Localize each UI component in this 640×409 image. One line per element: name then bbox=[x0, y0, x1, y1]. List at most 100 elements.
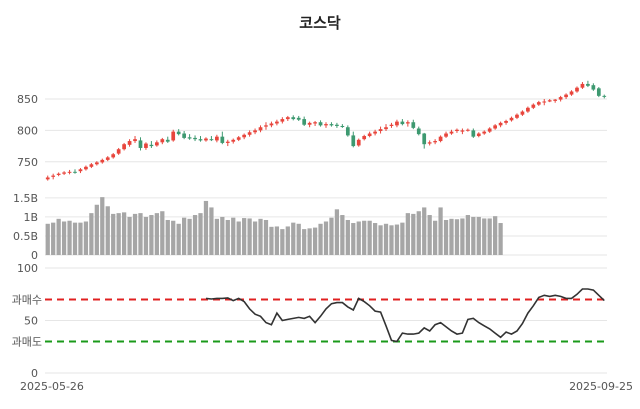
candle-body bbox=[84, 166, 88, 170]
candle-body bbox=[389, 124, 394, 126]
candle-body bbox=[444, 133, 448, 137]
candle-body bbox=[62, 172, 66, 174]
volume-bar bbox=[236, 221, 241, 255]
volume-bar bbox=[389, 225, 394, 255]
candle-body bbox=[318, 122, 323, 126]
candle-body bbox=[193, 137, 197, 140]
candle-body bbox=[45, 177, 50, 180]
candle-body bbox=[209, 139, 214, 141]
candle-body bbox=[171, 131, 176, 141]
candle-body bbox=[471, 130, 476, 137]
candle-body bbox=[427, 142, 432, 144]
candle-body bbox=[591, 85, 596, 90]
volume-bar bbox=[187, 218, 192, 255]
volume-bar bbox=[111, 213, 116, 255]
candle-body bbox=[133, 139, 137, 142]
candle-body bbox=[433, 141, 437, 143]
volume-bar bbox=[225, 219, 230, 255]
candle-body bbox=[67, 171, 72, 173]
candle-body bbox=[275, 121, 279, 124]
volume-bar bbox=[258, 218, 263, 255]
volume-bar bbox=[171, 220, 176, 255]
volume-bar bbox=[160, 211, 165, 255]
candle-body bbox=[100, 159, 105, 163]
candle-body bbox=[285, 117, 290, 120]
candle-body bbox=[395, 121, 399, 126]
candle-body bbox=[400, 121, 405, 125]
candle-body bbox=[351, 135, 356, 147]
volume-bar bbox=[61, 221, 67, 255]
candle-body bbox=[526, 107, 530, 112]
volume-bar bbox=[323, 221, 329, 255]
candle-body bbox=[187, 137, 192, 139]
candle-body bbox=[416, 128, 421, 135]
volume-bar bbox=[334, 209, 340, 255]
candle-body bbox=[253, 130, 257, 133]
candle-body bbox=[89, 164, 94, 167]
candle-body bbox=[504, 120, 508, 123]
candle-body bbox=[122, 144, 126, 150]
volume-bar bbox=[154, 213, 159, 255]
volume-bar bbox=[165, 219, 170, 255]
volume-bar bbox=[356, 221, 361, 255]
candle-body bbox=[280, 119, 285, 122]
volume-bar bbox=[449, 218, 454, 255]
volume-bar bbox=[416, 211, 421, 255]
price-tick-label: 750 bbox=[17, 156, 38, 169]
volume-bar bbox=[116, 213, 121, 255]
volume-bar bbox=[405, 213, 410, 255]
volume-bar bbox=[100, 197, 105, 255]
candle-body bbox=[313, 122, 317, 124]
volume-bar bbox=[471, 216, 476, 255]
volume-bar bbox=[422, 207, 427, 255]
candle-body bbox=[438, 136, 443, 142]
candle-body bbox=[307, 122, 312, 125]
volume-tick-label: 1.5B bbox=[13, 192, 38, 205]
candle-body bbox=[378, 129, 383, 132]
candle-body bbox=[149, 144, 154, 147]
volume-bar bbox=[372, 223, 378, 255]
volume-bar bbox=[220, 216, 225, 255]
volume-bar bbox=[383, 223, 389, 255]
volume-bar bbox=[45, 223, 50, 255]
candle-body bbox=[242, 134, 247, 138]
price-tick-label: 800 bbox=[17, 124, 38, 137]
volume-bar bbox=[121, 212, 127, 255]
candle-body bbox=[258, 127, 263, 131]
volume-bar bbox=[460, 218, 465, 255]
volume-bar bbox=[138, 213, 143, 255]
candle-body bbox=[302, 119, 307, 125]
volume-bar bbox=[432, 220, 438, 255]
volume-bar bbox=[83, 221, 89, 255]
volume-bar bbox=[427, 215, 432, 255]
volume-tick-label: 1B bbox=[23, 211, 38, 224]
candle-body bbox=[105, 157, 110, 160]
rsi-tick-label: 0 bbox=[31, 367, 38, 380]
candle-body bbox=[547, 100, 552, 102]
candle-body bbox=[493, 125, 498, 129]
volume-bar bbox=[291, 222, 296, 255]
volume-bar bbox=[476, 216, 481, 255]
volume-bar bbox=[307, 228, 312, 255]
candle-body bbox=[73, 171, 77, 173]
volume-bar bbox=[340, 215, 345, 255]
candle-body bbox=[264, 125, 268, 127]
volume-bar bbox=[247, 218, 252, 255]
volume-bar bbox=[367, 220, 372, 255]
volume-bar bbox=[149, 215, 154, 255]
rsi-tick-label: 100 bbox=[17, 262, 38, 275]
candle-body bbox=[466, 129, 470, 131]
candle-body bbox=[215, 136, 219, 141]
candle-body bbox=[127, 141, 132, 145]
candle-body bbox=[138, 140, 143, 148]
candle-body bbox=[498, 122, 503, 126]
candle-body bbox=[335, 124, 339, 126]
candle-body bbox=[204, 138, 208, 141]
volume-bar bbox=[203, 200, 209, 255]
candle-body bbox=[476, 133, 481, 137]
candle-body bbox=[515, 114, 519, 118]
volume-bar bbox=[345, 219, 350, 255]
candle-body bbox=[231, 139, 236, 142]
